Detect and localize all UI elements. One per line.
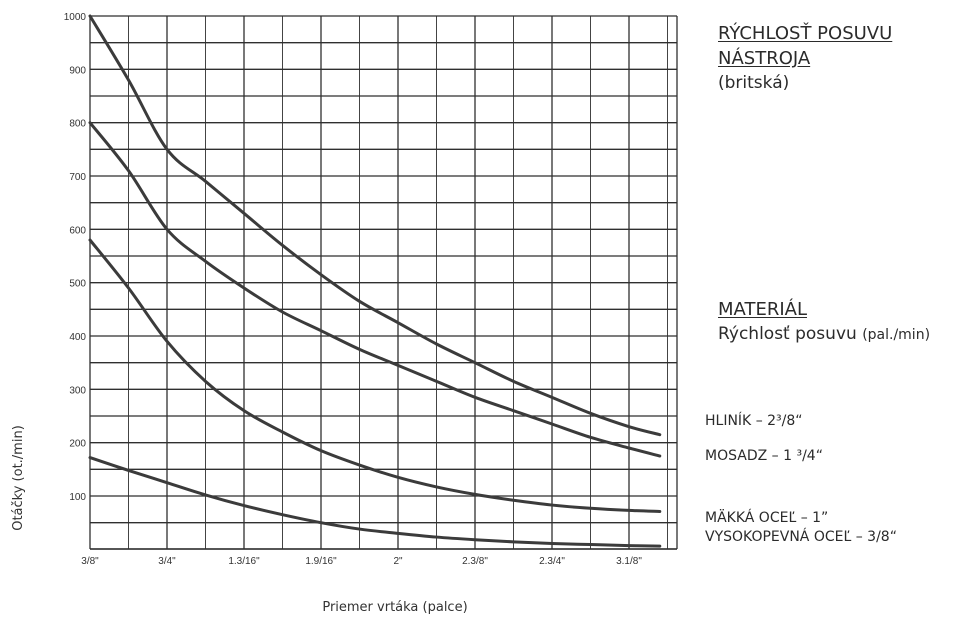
y-tick-label: 900 — [69, 65, 86, 76]
feed-rate-label: Rýchlosť posuvu (pal./min) — [718, 322, 930, 348]
x-tick-label: 2.3/4" — [539, 556, 565, 567]
legend-label-mild-steel: MÄKKÁ OCEĽ – 1” — [705, 510, 829, 526]
y-tick-label: 200 — [69, 439, 86, 450]
x-axis-label: Priemer vrtáka (palce) — [322, 600, 467, 615]
series-line-2 — [88, 238, 662, 513]
y-tick-labels: 1000 900 800 700 600 500 400 300 200 100 — [64, 12, 87, 503]
material-block: MATERIÁL Rýchlosť posuvu (pal./min) — [718, 297, 930, 348]
y-tick-label: 800 — [69, 119, 86, 130]
x-tick-label: 1.3/16" — [228, 556, 260, 567]
legend-label-brass: MOSADZ – 1 ³/4“ — [705, 448, 823, 464]
y-tick-label: 600 — [69, 225, 86, 236]
feed-rate-text: Rýchlosť posuvu — [718, 324, 857, 344]
y-tick-label: 500 — [69, 279, 86, 290]
chart-title-line2: NÁSTROJA — [718, 48, 811, 69]
feed-rate-unit: (pal./min) — [862, 327, 931, 343]
y-tick-label: 300 — [69, 385, 86, 396]
y-tick-label: 1000 — [64, 12, 87, 23]
series-lines — [88, 14, 662, 548]
series-line-3 — [88, 456, 662, 548]
y-axis-label: Otáčky (ot./min) — [11, 425, 26, 531]
y-tick-label: 100 — [69, 492, 86, 503]
x-tick-label: 2.3/8" — [462, 556, 488, 567]
series-line-0 — [88, 14, 662, 437]
series-line-1 — [88, 121, 662, 458]
x-tick-label: 2" — [393, 556, 403, 567]
x-tick-labels: 3/8" 3/4" 1.3/16" 1.9/16" 2" 2.3/8" 2.3/4" 3.1/… — [81, 556, 642, 567]
chart-title-line1: RÝCHLOSŤ POSUVU — [718, 23, 893, 44]
material-heading: MATERIÁL — [718, 299, 807, 320]
x-tick-label: 1.9/16" — [305, 556, 337, 567]
legend-label-high-tensile-steel: VYSOKOPEVNÁ OCEĽ – 3/8“ — [705, 529, 897, 545]
legend-label-aluminium: HLINÍK – 2³/8“ — [705, 413, 803, 429]
chart-title-line3: (britská) — [718, 73, 790, 93]
y-tick-label: 700 — [69, 172, 86, 183]
x-tick-label: 3.1/8" — [616, 556, 642, 567]
y-tick-label: 400 — [69, 332, 86, 343]
x-tick-label: 3/4" — [158, 556, 176, 567]
grid — [89, 15, 678, 550]
x-tick-label: 3/8" — [81, 556, 99, 567]
chart-title-block: RÝCHLOSŤ POSUVU NÁSTROJA (britská) — [718, 21, 892, 96]
